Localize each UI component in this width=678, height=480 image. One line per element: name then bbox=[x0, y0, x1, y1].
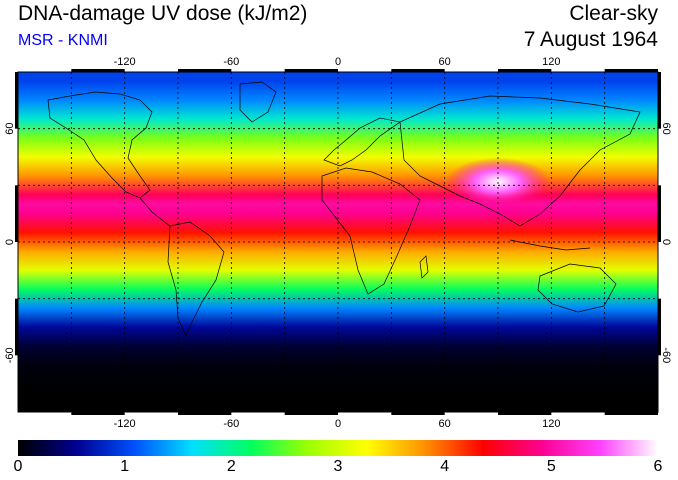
date-label: 7 August 1964 bbox=[523, 28, 658, 51]
frame-segment bbox=[178, 412, 232, 415]
frame-segment bbox=[71, 69, 125, 72]
frame-segment bbox=[498, 412, 552, 415]
frame-segment bbox=[284, 412, 338, 415]
colorbar-tick-label: 3 bbox=[333, 458, 343, 475]
colorbar-tick-label: 1 bbox=[120, 458, 130, 475]
coast-africa bbox=[321, 167, 421, 295]
colorbar-tick-label: 4 bbox=[440, 458, 450, 475]
lon-labels-bottom: -120 -60 0 60 120 bbox=[114, 418, 561, 430]
coast-north-america bbox=[47, 91, 153, 199]
coast-central-america bbox=[139, 197, 171, 227]
map-title: DNA-damage UV dose (kJ/m2) bbox=[18, 2, 308, 25]
frame-segment bbox=[284, 69, 338, 72]
lat-tick-label: -60 bbox=[660, 347, 672, 363]
frame-segment bbox=[604, 412, 658, 415]
colorbar bbox=[18, 440, 658, 456]
lon-tick-label: 60 bbox=[439, 418, 451, 430]
lon-tick-label: 120 bbox=[542, 56, 560, 68]
peak-dose-region bbox=[446, 157, 550, 206]
colorbar-tick-label: 5 bbox=[546, 458, 556, 475]
colorbar-tick-label: 0 bbox=[13, 458, 23, 475]
frame-segment bbox=[391, 412, 445, 415]
frame-segment bbox=[71, 412, 125, 415]
frame-segment bbox=[658, 298, 661, 356]
lat-labels-right: 60 0 -60 bbox=[660, 123, 672, 364]
lon-tick-label: -60 bbox=[223, 56, 239, 68]
coast-asia bbox=[399, 95, 641, 227]
lon-tick-label: -120 bbox=[114, 56, 136, 68]
source-label: MSR - KNMI bbox=[18, 32, 108, 49]
frame-ticks bbox=[15, 69, 661, 415]
lon-tick-label: 60 bbox=[439, 56, 451, 68]
lon-tick-label: -120 bbox=[114, 418, 136, 430]
lat-tick-label: 60 bbox=[660, 123, 672, 135]
graticule bbox=[18, 72, 658, 412]
map-frame bbox=[17, 71, 659, 413]
coast-south-america bbox=[167, 221, 225, 337]
frame-segment bbox=[15, 298, 18, 356]
lon-labels-top: -120 -60 0 60 120 bbox=[114, 56, 561, 68]
lat-tick-label: 0 bbox=[4, 239, 16, 245]
coast-madagascar bbox=[419, 255, 429, 279]
lat-labels-left: 60 0 -60 bbox=[4, 123, 16, 364]
lon-tick-label: 0 bbox=[335, 418, 341, 430]
frame-segment bbox=[604, 69, 658, 72]
lat-tick-label: 0 bbox=[660, 239, 672, 245]
frame-segment bbox=[391, 69, 445, 72]
colorbar-tick-label: 2 bbox=[226, 458, 236, 475]
sky-condition-label: Clear-sky bbox=[569, 2, 658, 25]
colorbar-tick-label: 6 bbox=[653, 458, 663, 475]
frame-segment bbox=[15, 72, 18, 129]
lat-tick-label: 60 bbox=[4, 123, 16, 135]
lat-tick-label: -60 bbox=[4, 347, 16, 363]
frame-segment bbox=[15, 185, 18, 242]
frame-segment bbox=[178, 69, 232, 72]
lon-tick-label: 0 bbox=[335, 56, 341, 68]
coast-greenland bbox=[239, 81, 277, 123]
lon-tick-label: -60 bbox=[223, 418, 239, 430]
frame-segment bbox=[658, 185, 661, 242]
coast-australia bbox=[537, 263, 617, 313]
coastlines bbox=[47, 81, 641, 337]
frame-segment bbox=[658, 72, 661, 129]
lon-tick-label: 120 bbox=[542, 418, 560, 430]
frame-segment bbox=[498, 69, 552, 72]
coast-indonesia bbox=[509, 239, 591, 251]
